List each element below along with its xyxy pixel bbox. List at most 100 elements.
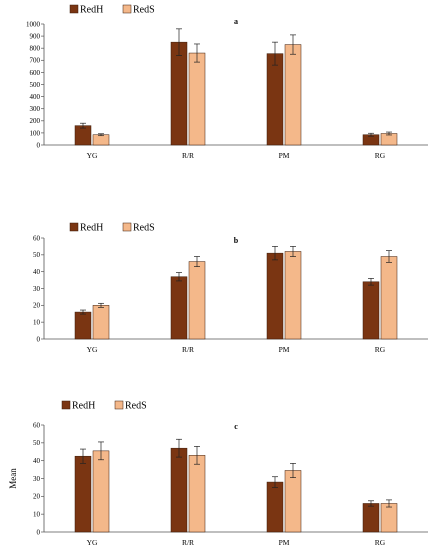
y-tick-label: 20 (33, 302, 41, 310)
y-tick-label: 0 (37, 141, 41, 149)
y-tick-label: 40 (33, 268, 41, 276)
legend-swatch-redh (61, 400, 71, 410)
y-tick-label: 800 (30, 45, 41, 53)
legend-label: RedH (80, 223, 103, 234)
legend-swatch-reds (122, 4, 132, 14)
x-tick-label: RG (375, 345, 386, 354)
error-bar (272, 246, 278, 261)
error-bar (272, 476, 278, 488)
y-tick-label: 50 (33, 251, 41, 259)
chart-panel-c: 0 10 20 30 40 50 60 YG R/R PM RG c RedH RedS Mean (8, 400, 428, 547)
error-bar (176, 28, 182, 56)
error-bar (80, 309, 86, 315)
error-bar (368, 132, 374, 137)
bar-reds-rg (380, 256, 398, 340)
x-tick-label: RG (375, 538, 386, 547)
y-tick-label: 40 (33, 457, 41, 465)
bar-redh-pm (266, 481, 284, 533)
bar-reds-yg (92, 305, 110, 340)
error-bar (290, 462, 296, 478)
x-tick-label: PM (279, 151, 290, 160)
error-bar (386, 499, 392, 508)
x-tick-label: R/R (182, 538, 194, 547)
error-bar (194, 43, 200, 63)
legend: RedH RedS (61, 400, 147, 412)
error-bar (386, 250, 392, 263)
chart-panel-b: 0 10 20 30 40 50 60 YG R/R PM RG b RedH RedS (33, 222, 428, 354)
bar-redh-rr (170, 276, 188, 340)
bar-redh-rg (362, 503, 380, 533)
y-tick-label: 600 (30, 69, 41, 77)
error-bar (80, 122, 86, 129)
bar-reds-rr (188, 52, 206, 146)
panel-letter: b (234, 236, 239, 245)
y-axis-label: Mean (8, 468, 18, 489)
error-bar (290, 246, 296, 257)
x-tick-label: YG (87, 538, 98, 547)
error-bar (290, 34, 296, 55)
y-tick-label: 30 (33, 475, 41, 483)
legend: RedH RedS (69, 4, 155, 16)
x-tick-label: RG (375, 151, 386, 160)
legend-label: RedS (125, 401, 147, 412)
error-bar (368, 500, 374, 507)
bar-reds-pm (284, 44, 302, 146)
bar-reds-pm (284, 251, 302, 340)
bar-redh-rg (362, 281, 380, 340)
error-bar (386, 131, 392, 136)
x-tick-label: R/R (182, 151, 194, 160)
y-tick-label: 0 (37, 528, 41, 536)
bar-redh-yg (74, 455, 92, 533)
legend-swatch-reds (114, 400, 124, 410)
legend-label: RedS (133, 5, 155, 16)
x-tick-label: PM (279, 345, 290, 354)
bar-reds-pm (284, 470, 302, 533)
y-tick-label: 30 (33, 285, 41, 293)
y-tick-label: 1000 (26, 20, 41, 28)
y-tick-label: 10 (33, 511, 41, 519)
panel-letter: a (234, 17, 238, 26)
y-tick-label: 200 (30, 117, 41, 125)
x-tick-label: PM (279, 538, 290, 547)
y-tick-label: 400 (30, 93, 41, 101)
bar-redh-rr (170, 41, 188, 146)
error-bar (368, 278, 374, 286)
y-tick-label: 20 (33, 493, 41, 501)
y-tick-label: 50 (33, 439, 41, 447)
y-tick-label: 60 (33, 234, 41, 242)
bar-redh-pm (266, 53, 284, 146)
y-tick-label: 0 (37, 335, 41, 343)
legend-label: RedH (80, 5, 103, 16)
legend-label: RedS (133, 223, 155, 234)
error-bar (98, 302, 104, 308)
error-bar (176, 272, 182, 282)
y-tick-label: 60 (33, 421, 41, 429)
bar-reds-rg (380, 503, 398, 533)
legend-swatch-redh (69, 222, 79, 232)
x-tick-label: R/R (182, 345, 194, 354)
x-tick-label: YG (87, 345, 98, 354)
legend-swatch-redh (69, 4, 79, 14)
legend-swatch-reds (122, 222, 132, 232)
y-tick-label: 10 (33, 319, 41, 327)
error-bar (194, 256, 200, 267)
bar-redh-rr (170, 447, 188, 533)
error-bar (98, 133, 104, 137)
legend-label: RedH (72, 401, 95, 412)
x-tick-label: YG (87, 151, 98, 160)
y-tick-label: 100 (30, 129, 41, 137)
bar-reds-rr (188, 261, 206, 340)
y-tick-label: 700 (30, 57, 41, 65)
error-bar (272, 41, 278, 66)
legend: RedH RedS (69, 222, 155, 234)
y-tick-label: 300 (30, 105, 41, 113)
y-tick-label: 900 (30, 33, 41, 41)
bar-redh-yg (74, 311, 92, 340)
panel-letter: c (234, 422, 238, 431)
error-bar (176, 438, 182, 458)
error-bar (98, 441, 104, 461)
bar-redh-yg (74, 125, 92, 146)
bar-redh-pm (266, 252, 284, 340)
bar-reds-yg (92, 450, 110, 533)
